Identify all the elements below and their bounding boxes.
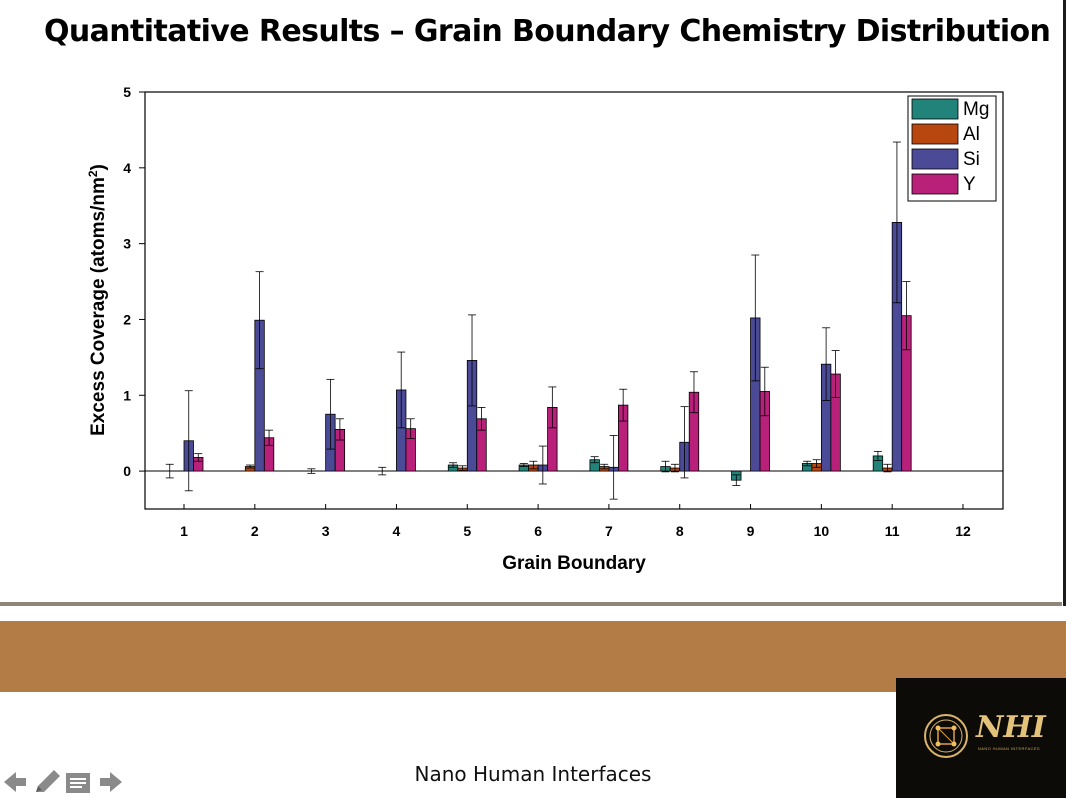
slide-edge-line [1063,0,1066,606]
error-bar-mg [378,466,387,476]
y-tick-label: 0 [123,463,131,479]
logo-subtext: NANO HUMAN INTERFACES [978,746,1040,751]
y-axis-label-end: ) [88,164,109,170]
y-tick-label: 1 [123,387,131,403]
error-bars [165,141,911,500]
error-bar-al [883,463,892,473]
legend-label-si: Si [963,149,980,170]
error-bar-si [751,254,760,382]
legend-label-y: Y [963,174,976,195]
legend-swatch-y [911,173,959,195]
x-tick-label: 2 [251,523,259,539]
x-tick-label: 5 [463,523,471,539]
legend-swatch-al [911,123,959,145]
x-tick-label: 12 [955,523,971,539]
error-bar-al [458,465,467,471]
slide-nav [4,770,122,793]
y-axis-label-main: Excess Coverage (atoms/nm [88,177,109,436]
error-bar-al [670,463,679,473]
y-tick-label: 2 [123,311,131,327]
error-bar-y [406,418,415,439]
footer-band [0,621,1066,692]
logo-text: NHI [976,710,1046,745]
error-bar-y [902,281,911,351]
error-bar-mg [803,460,812,467]
y-axis-label: Excess Coverage (atoms/nm2) [86,164,109,436]
divider-line [0,602,1062,606]
error-bar-si [892,141,901,304]
error-bar-y [689,371,698,414]
x-tick-label: 3 [322,523,330,539]
legend-swatch-mg [911,98,959,120]
error-bar-si [397,351,406,429]
x-tick-label: 6 [534,523,542,539]
error-bar-y [619,388,628,422]
error-bar-si [184,390,193,492]
error-bar-al [529,460,538,470]
error-bar-mg [732,474,741,486]
footer-text: Nano Human Interfaces [414,762,652,786]
x-tick-label: 9 [747,523,755,539]
error-bar-si [326,378,335,450]
error-bar-y [831,350,840,398]
slide-title: Quantitative Results – Grain Boundary Ch… [44,14,1051,49]
pencil-icon[interactable] [36,770,60,792]
legend-swatch-si [911,148,959,170]
arrow-left-icon[interactable] [4,772,26,792]
notes-icon[interactable] [66,773,90,793]
y-axis: 0 1 2 3 4 5 [123,84,145,479]
error-bar-si [680,406,689,479]
logo [896,678,1066,798]
error-bar-si [609,435,618,500]
legend-label-mg: Mg [963,99,989,120]
y-tick-label: 4 [123,160,131,176]
x-tick-label: 8 [676,523,684,539]
legend: Mg Al Si Y [907,95,997,202]
error-bar-mg [307,468,316,474]
arrow-right-icon[interactable] [100,772,122,792]
error-bar-y [477,407,486,431]
error-bar-mg [590,456,599,464]
y-tick-label: 3 [123,236,131,252]
x-tick-label: 7 [605,523,613,539]
y-axis-label-sup: 2 [86,170,100,177]
error-bar-al [246,464,255,469]
error-bar-al [600,463,609,470]
error-bar-y [265,429,274,446]
logo-emblem-icon [924,714,968,758]
x-tick-label: 4 [393,523,401,539]
error-bar-mg [165,463,174,479]
error-bar-mg [661,460,670,473]
x-tick-label: 1 [180,523,188,539]
error-bar-y [548,386,557,429]
legend-label-al: Al [963,124,980,145]
bars [183,222,912,481]
error-bar-y [194,453,203,462]
x-axis: 1 2 3 4 5 6 7 8 9 10 11 12 [180,504,971,539]
error-bar-mg [519,463,528,467]
error-bar-mg [873,450,882,461]
error-bar-y [760,366,769,417]
error-bar-mg [449,462,458,468]
error-bar-si [255,271,264,370]
y-tick-label: 5 [123,84,131,100]
plot-frame [144,91,1004,510]
error-bar-si [468,314,477,407]
x-tick-label: 10 [814,523,830,539]
error-bar-y [335,418,344,441]
x-tick-label: 11 [885,523,900,539]
error-bar-si [822,327,831,401]
error-bar-si [538,445,547,485]
x-axis-label: Grain Boundary [502,553,646,574]
error-bar-al [812,459,821,468]
